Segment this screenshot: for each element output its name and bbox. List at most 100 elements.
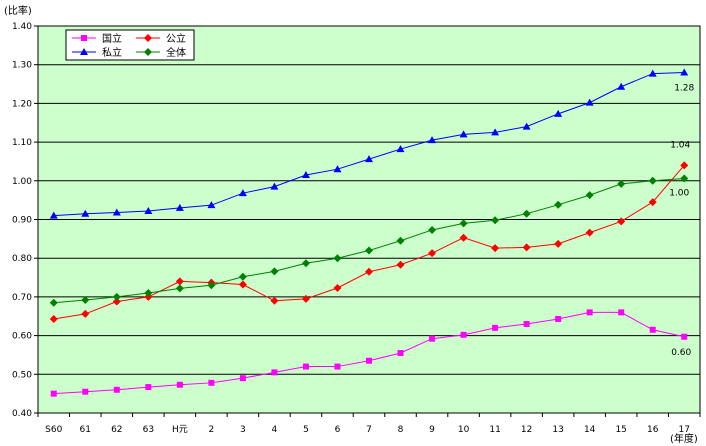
data-point (492, 324, 499, 331)
data-point (81, 209, 90, 217)
legend-label: 公立 (166, 32, 186, 45)
data-point (113, 386, 120, 393)
data-point (396, 260, 405, 269)
data-point (301, 170, 310, 178)
x-tick-label: 15 (615, 425, 626, 435)
data-point (49, 314, 58, 323)
data-point (396, 236, 405, 245)
y-tick-label: 1.20 (12, 99, 32, 109)
data-point (617, 217, 626, 226)
y-tick-label: 1.40 (12, 22, 32, 32)
data-point (301, 259, 310, 268)
data-point (522, 209, 531, 218)
data-point (112, 297, 121, 306)
data-point (302, 363, 309, 370)
y-tick-label: 0.80 (12, 254, 32, 264)
series-markers (49, 68, 689, 397)
y-tick-label: 0.60 (12, 332, 32, 342)
y-tick-label: 0.50 (12, 370, 32, 380)
x-tick-label: 10 (458, 425, 470, 435)
data-point (49, 298, 58, 307)
y-tick-label: 1.10 (12, 138, 32, 148)
data-label: 1.00 (669, 188, 689, 198)
y-axis-title: (比率) (4, 4, 32, 17)
data-point (459, 130, 468, 138)
data-point (396, 145, 405, 153)
y-tick-label: 1.00 (12, 177, 32, 187)
data-point (428, 136, 437, 144)
x-tick-label: 11 (489, 425, 500, 435)
data-point (491, 244, 500, 253)
data-point (333, 165, 342, 173)
data-point (554, 239, 563, 248)
y-tick-label: 1.30 (12, 61, 32, 71)
data-point (175, 284, 184, 293)
data-point (175, 277, 184, 286)
x-axis-title: (年度) (670, 432, 698, 445)
x-tick-label: 9 (429, 425, 435, 435)
data-point (648, 176, 657, 185)
data-point (270, 296, 279, 305)
legend-label: 全体 (166, 46, 186, 59)
data-point (175, 203, 184, 211)
x-tick-label: 17 (679, 425, 690, 435)
legend-label: 私立 (102, 46, 122, 59)
data-point (522, 243, 531, 252)
data-point (365, 155, 373, 163)
data-point (523, 320, 530, 327)
data-point (428, 249, 437, 258)
data-point (82, 388, 89, 395)
data-point (585, 191, 594, 200)
y-tick-labels: 0.40 0.50 0.60 0.70 0.80 0.90 1.00 1.10 1.20 1.30… (12, 22, 38, 419)
data-point (112, 292, 121, 301)
x-tick-label: H元 (172, 425, 188, 435)
data-point (648, 69, 657, 77)
data-point (554, 200, 563, 209)
data-point (491, 128, 500, 136)
data-point (680, 68, 689, 76)
data-point (680, 161, 689, 170)
data-point (365, 267, 373, 276)
x-tick-label: 61 (80, 425, 91, 435)
x-tick-label: 7 (366, 425, 372, 435)
data-point (301, 294, 310, 303)
data-point (459, 219, 468, 228)
y-tick-label: 0.70 (12, 293, 32, 303)
data-point (49, 211, 58, 219)
data-point (428, 225, 437, 234)
data-point (239, 375, 246, 382)
data-point (585, 98, 594, 106)
data-point (459, 233, 468, 242)
x-tick-label: 6 (335, 425, 341, 435)
x-tick-label: 8 (398, 425, 404, 435)
data-point (271, 369, 278, 376)
data-point (333, 254, 342, 263)
data-point (333, 283, 342, 292)
data-point (270, 267, 279, 276)
data-point (50, 390, 57, 397)
data-point (238, 272, 247, 281)
data-point (491, 216, 500, 225)
data-point (112, 208, 121, 216)
x-tick-label: 14 (584, 425, 596, 435)
data-label: 1.28 (674, 83, 694, 93)
data-point (270, 182, 279, 190)
data-point (460, 331, 467, 338)
data-point (617, 82, 626, 90)
x-tick-label: 62 (111, 425, 122, 435)
data-point (238, 280, 247, 289)
data-point (238, 189, 247, 197)
data-point (618, 309, 625, 316)
data-point (681, 333, 688, 340)
x-tick-label: 2 (209, 425, 215, 435)
data-point (555, 315, 562, 322)
legend-marker (144, 48, 152, 56)
y-tick-label: 0.40 (12, 409, 32, 419)
data-point (81, 295, 90, 304)
x-tick-label: 63 (143, 425, 154, 435)
x-tick-label: 5 (303, 425, 309, 435)
x-tick-labels: S60 61 62 63 H元 2 3 4 5 6 7 8 9 10 11 12 13 14 15 16 17 (37, 413, 701, 435)
data-point (366, 357, 372, 364)
x-tick-label: 4 (272, 425, 278, 435)
